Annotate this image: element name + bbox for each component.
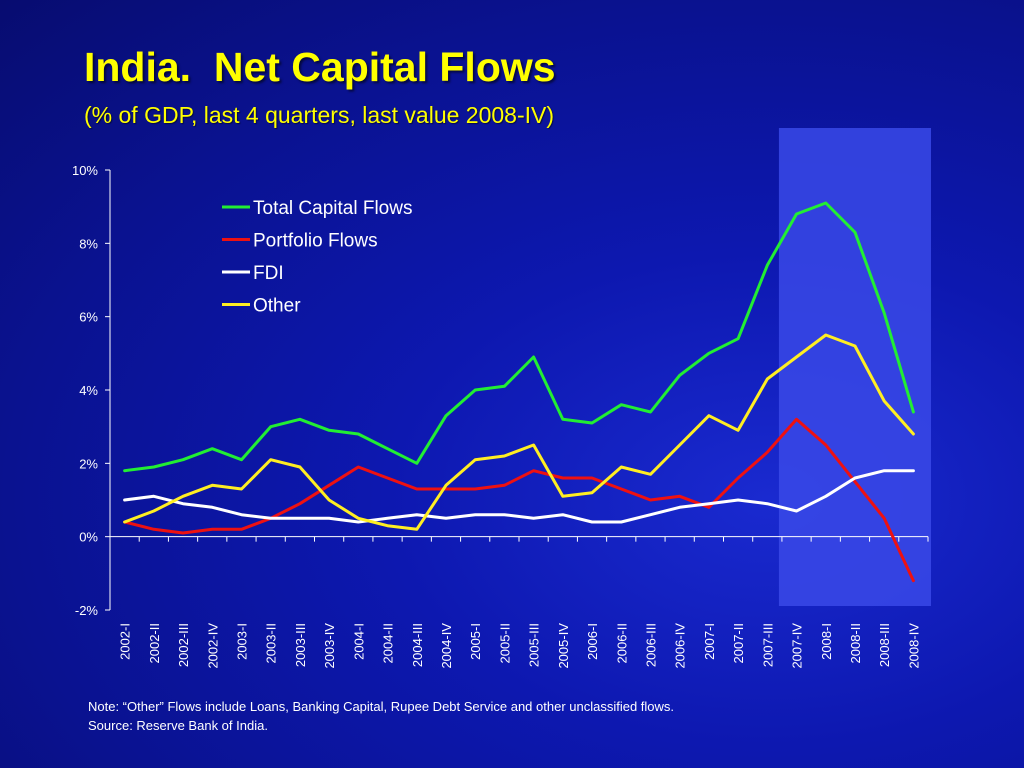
- legend-label-other: Other: [253, 296, 301, 317]
- slide-title: India. Net Capital Flows: [84, 44, 556, 90]
- x-tick-label: 2005-I: [468, 623, 483, 660]
- chart-legend: Total Capital Flows Portfolio Flows FDI Oth…: [222, 198, 412, 317]
- y-tick-label: 6%: [79, 310, 98, 325]
- line-chart: -2% 0% 2% 4% 6% 8% 10% 2002-I 2002-II 2002-III 200…: [72, 128, 931, 669]
- footnote: Note: “Other” Flows include Loans, Banki…: [88, 697, 674, 735]
- x-tick-label: 2004-IV: [439, 623, 454, 669]
- x-tick-label: 2006-IV: [673, 623, 688, 669]
- x-tick-label: 2006-I: [585, 623, 600, 660]
- x-tick-label: 2002-II: [147, 623, 162, 663]
- x-tick-label: 2003-I: [234, 623, 249, 660]
- x-tick-label: 2007-IV: [790, 623, 805, 669]
- x-tick-label: 2007-III: [760, 623, 775, 667]
- x-tick-label: 2008-III: [877, 623, 892, 667]
- x-tick-label: 2005-III: [527, 623, 542, 667]
- x-tick-label: 2007-I: [702, 623, 717, 660]
- x-tick-label: 2006-III: [643, 623, 658, 667]
- series-line-total-capital-flows: [123, 201, 915, 473]
- x-tick-label: 2005-IV: [556, 623, 571, 669]
- slide-subtitle: (% of GDP, last 4 quarters, last value 2…: [84, 102, 555, 128]
- y-tick-label: 8%: [79, 236, 98, 251]
- x-tick-label: 2007-II: [731, 623, 746, 663]
- series-line-other: [123, 333, 915, 531]
- y-tick-label: 10%: [72, 163, 98, 178]
- source-text: Source: Reserve Bank of India.: [88, 718, 268, 733]
- y-tick-label: 0%: [79, 530, 98, 545]
- x-tick-label: 2008-I: [819, 623, 834, 660]
- x-tick-label: 2003-II: [264, 623, 279, 663]
- chart-series: [123, 201, 915, 583]
- x-tick-label: 2008-II: [848, 623, 863, 663]
- legend-label-portfolio-flows: Portfolio Flows: [253, 231, 378, 252]
- legend-label-fdi: FDI: [253, 263, 284, 284]
- x-tick-label: 2003-IV: [322, 623, 337, 669]
- note-text: Note: “Other” Flows include Loans, Banki…: [88, 699, 675, 714]
- x-tick-label: 2004-II: [381, 623, 396, 663]
- legend-label-total-capital-flows: Total Capital Flows: [253, 198, 412, 219]
- x-tick-label: 2004-I: [351, 623, 366, 660]
- x-tick-label: 2006-II: [614, 623, 629, 663]
- x-tick-label: 2003-III: [293, 623, 308, 667]
- x-tick-label: 2002-III: [176, 623, 191, 667]
- x-tick-label: 2008-IV: [906, 623, 921, 669]
- x-tick-label: 2005-II: [497, 623, 512, 663]
- y-tick-label: -2%: [75, 603, 99, 618]
- x-tick-label: 2004-III: [410, 623, 425, 667]
- x-tick-label: 2002-IV: [205, 623, 220, 669]
- chart-axes: -2% 0% 2% 4% 6% 8% 10% 2002-I 2002-II 2002-III 200…: [72, 163, 929, 669]
- x-tick-label: 2002-I: [118, 623, 133, 660]
- series-line-fdi: [123, 469, 915, 524]
- highlight-band: [778, 128, 931, 606]
- y-tick-label: 2%: [79, 456, 98, 471]
- series-line-portfolio-flows: [123, 417, 915, 583]
- y-tick-label: 4%: [79, 383, 98, 398]
